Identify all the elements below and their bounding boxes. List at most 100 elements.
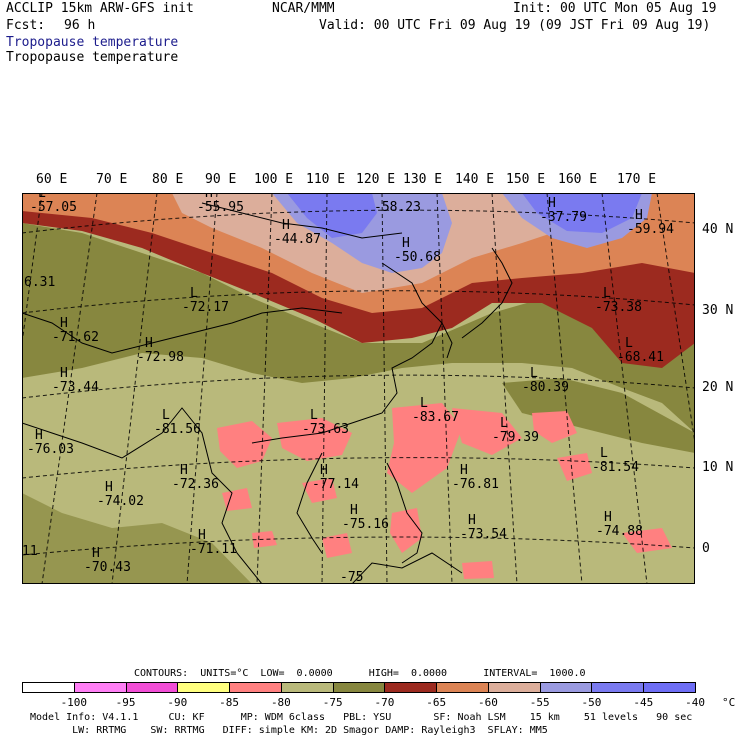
lon-label: 160 E xyxy=(558,172,598,187)
colorbar-label: -80 xyxy=(270,696,291,709)
colorbar-label: -90 xyxy=(167,696,188,709)
init-time: Init: 00 UTC Mon 05 Aug 19 xyxy=(513,1,717,16)
extremum-value: -58.23 xyxy=(374,200,421,215)
extremum-value: -77.14 xyxy=(312,477,359,492)
contour-info: CONTOURS: UNITS=°C LOW= 0.0000 HIGH= 0.0… xyxy=(134,668,586,679)
extremum-value: -83.67 xyxy=(412,410,459,425)
colorbar-segment xyxy=(332,682,386,693)
pressure-center-marker: H xyxy=(320,463,328,478)
lon-label: 170 E xyxy=(617,172,657,187)
extremum-value: -74.02 xyxy=(97,494,144,509)
valid-time: Valid: 00 UTC Fri 09 Aug 19 (09 JST Fri … xyxy=(319,18,711,33)
model-info-line2: LW: RRTMG SW: RRTMG DIFF: simple KM: 2D … xyxy=(30,725,548,736)
model-title: ACCLIP 15km ARW-GFS init xyxy=(6,1,194,16)
pressure-center-marker: L xyxy=(500,416,508,431)
extremum-value: -72.98 xyxy=(137,350,184,365)
colorbar-segment xyxy=(73,682,127,693)
pressure-center-marker: L xyxy=(310,408,318,423)
extremum-value: -68.41 xyxy=(617,350,664,365)
colorbar-segment xyxy=(591,682,645,693)
colorbar-label: -85 xyxy=(219,696,240,709)
extremum-value: -81.54 xyxy=(592,460,639,475)
lat-label: 30 N xyxy=(702,303,734,318)
pressure-center-marker: H xyxy=(105,480,113,495)
pressure-center-marker: H xyxy=(468,513,476,528)
lon-label: 90 E xyxy=(205,172,237,187)
extremum-value: 11 xyxy=(22,544,38,559)
lat-label: 20 N xyxy=(702,380,734,395)
extremum-value: -76.03 xyxy=(27,442,74,457)
extremum-value: 6.31 xyxy=(24,275,55,290)
colorbar-label: -40 xyxy=(685,696,705,709)
extremum-value: -50.68 xyxy=(394,250,441,265)
pressure-center-marker: H xyxy=(180,463,188,478)
fcst-label: Fcst: xyxy=(6,18,46,33)
pressure-center-marker: L xyxy=(420,396,428,411)
colorbar-segment xyxy=(229,682,282,693)
blue-high-east xyxy=(522,193,642,233)
colorbar-label: -65 xyxy=(426,696,447,709)
extremum-value: -55.95 xyxy=(197,200,244,215)
pressure-center-marker: H xyxy=(350,503,358,518)
extremum-value: -72.36 xyxy=(172,477,219,492)
pressure-center-marker: H xyxy=(460,463,468,478)
extremum-value: -73.63 xyxy=(302,422,349,437)
dark-olive-band xyxy=(22,223,695,433)
pressure-center-marker: H xyxy=(548,196,556,211)
colorbar-label: -50 xyxy=(581,696,602,709)
extremum-value: -59.94 xyxy=(627,222,674,237)
annotation-layer: L-57.05H-55.95 -58.23 H-37.79 H-59.94H-44.8… xyxy=(22,193,674,584)
lon-label: 70 E xyxy=(96,172,128,187)
pressure-center-marker: H xyxy=(35,428,43,443)
colorbar-segment xyxy=(22,682,75,693)
extremum-value: -75 xyxy=(340,570,363,584)
colorbar-segment xyxy=(280,682,334,693)
colorbar-segment xyxy=(125,682,179,693)
lat-label: 40 N xyxy=(702,222,734,237)
model-info-line1: Model Info: V4.1.1 CU: KF MP: WDM 6class… xyxy=(30,712,693,723)
colorbar-segment xyxy=(487,682,541,693)
pressure-center-marker: H xyxy=(635,208,643,223)
extremum-value: -81.56 xyxy=(154,422,201,437)
lat-label: 10 N xyxy=(702,460,734,475)
colorbar-label: -95 xyxy=(115,696,136,709)
extremum-value: -71.11 xyxy=(190,542,237,557)
extremum-value: -73.38 xyxy=(595,300,642,315)
extremum-value: -70.43 xyxy=(84,560,131,575)
pressure-center-marker: H xyxy=(604,510,612,525)
org-label: NCAR/MMM xyxy=(272,1,335,16)
field-title-2: Tropopause temperature xyxy=(6,50,179,65)
colorbar-label: -45 xyxy=(633,696,654,709)
colorbar-label: -55 xyxy=(529,696,550,709)
pressure-center-marker: L xyxy=(190,286,198,301)
extremum-value: -71.62 xyxy=(52,330,99,345)
pressure-center-marker: H xyxy=(60,366,68,381)
pressure-center-marker: L xyxy=(38,193,46,201)
pressure-center-marker: H xyxy=(205,193,213,201)
lon-label: 110 E xyxy=(306,172,346,187)
pressure-center-marker: H xyxy=(402,236,410,251)
extremum-value: -73.54 xyxy=(460,527,507,542)
pressure-center-marker: H xyxy=(282,218,290,233)
pressure-center-marker: H xyxy=(198,528,206,543)
extremum-value: -72.17 xyxy=(182,300,229,315)
pressure-center-marker: L xyxy=(625,336,633,351)
colorbar-label: -70 xyxy=(374,696,395,709)
lon-label: 140 E xyxy=(455,172,495,187)
coastlines xyxy=(22,202,513,584)
pressure-center-marker: L xyxy=(162,408,170,423)
blue-high-west xyxy=(287,193,377,238)
extremum-value: -80.39 xyxy=(522,380,569,395)
colorbar-segment xyxy=(643,682,696,693)
dark-olive-east xyxy=(502,378,695,453)
tropopause-temperature-map: L-57.05H-55.95 -58.23 H-37.79 H-59.94H-44.8… xyxy=(22,193,695,584)
extremum-value: -37.79 xyxy=(540,210,587,225)
lon-label: 120 E xyxy=(356,172,396,187)
pressure-center-marker: L xyxy=(600,446,608,461)
pressure-center-marker: L xyxy=(530,366,538,381)
colorbar-segment xyxy=(539,682,593,693)
extremum-value: -44.87 xyxy=(274,232,321,247)
fcst-value: 96 h xyxy=(64,18,96,33)
pressure-center-marker: L xyxy=(603,286,611,301)
field-title-1: Tropopause temperature xyxy=(6,35,179,50)
